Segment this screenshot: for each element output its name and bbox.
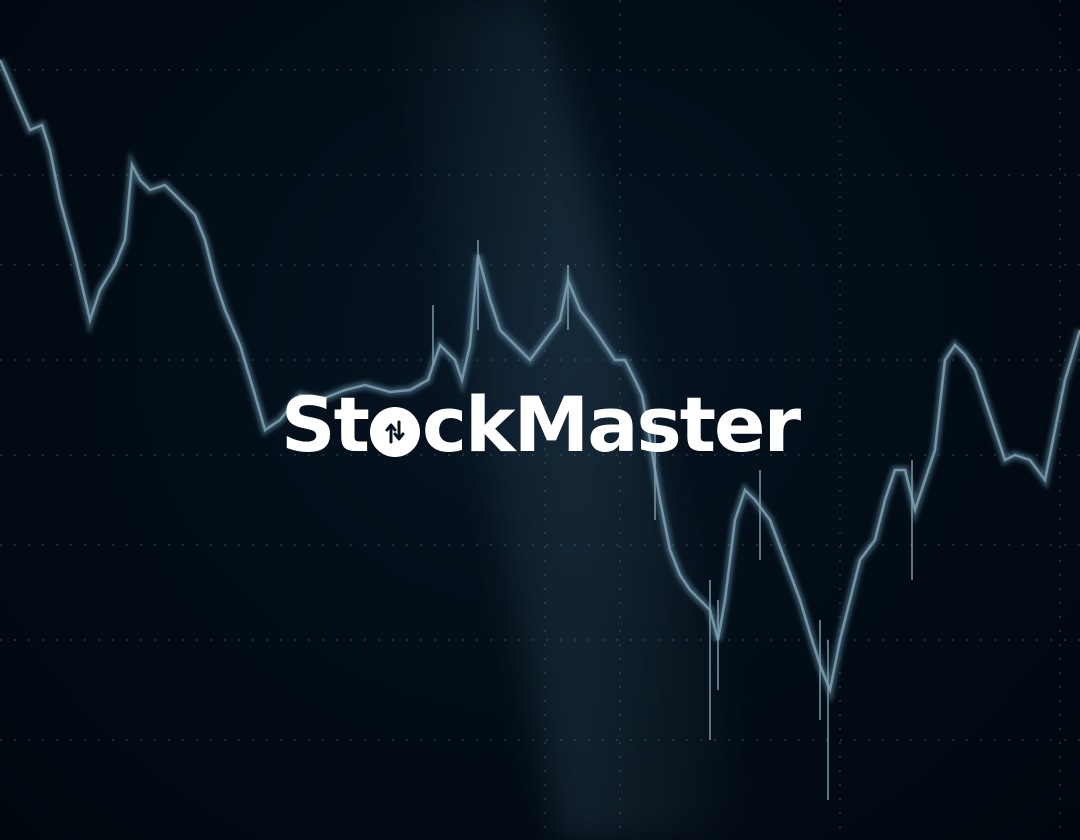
- price-line: [0, 59, 1080, 695]
- logo-text-end: ckMaster: [421, 380, 801, 469]
- candle-wicks: [432, 240, 913, 800]
- stockmaster-logo: St ckMaster: [0, 380, 1080, 470]
- light-band: [390, 0, 760, 840]
- logo-text-start: St: [280, 380, 370, 469]
- up-down-arrows-icon: [369, 407, 420, 457]
